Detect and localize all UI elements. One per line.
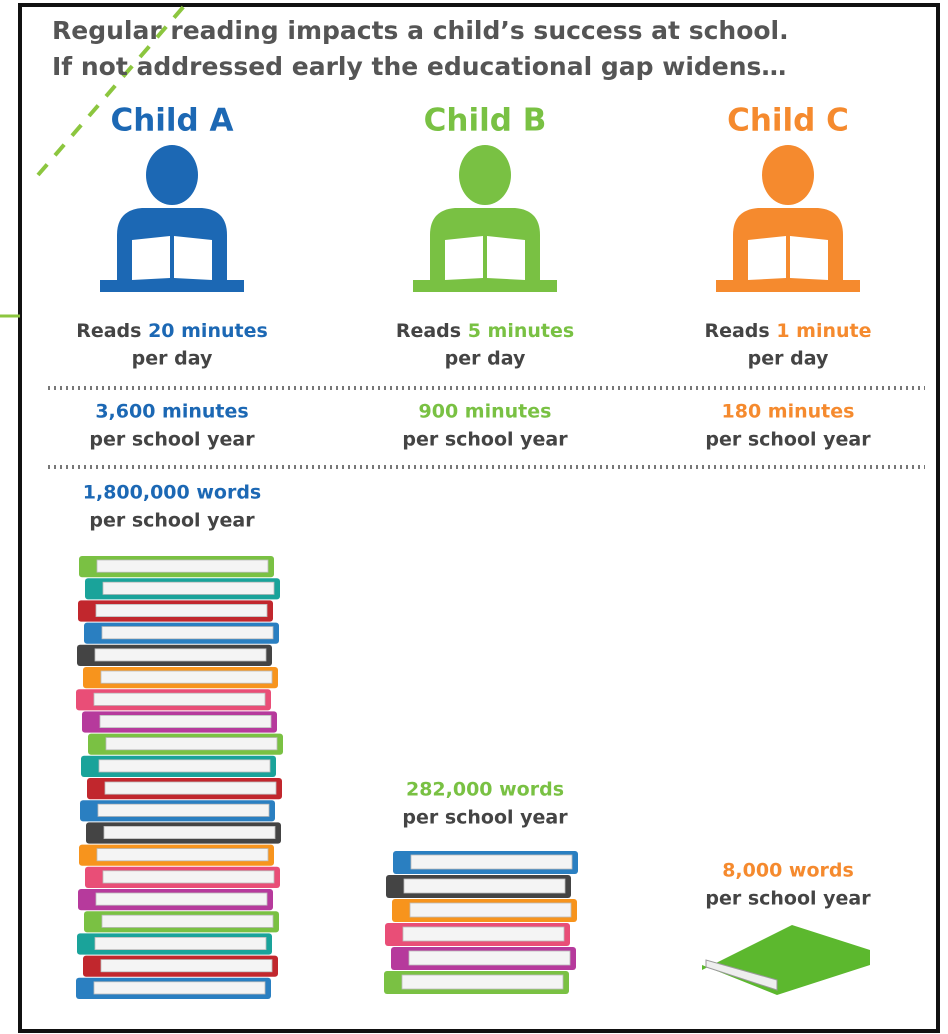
book bbox=[386, 875, 571, 898]
book-pages bbox=[103, 582, 274, 594]
book bbox=[391, 947, 576, 970]
book bbox=[77, 645, 272, 666]
icon-head bbox=[146, 145, 198, 205]
child-name: Child B bbox=[424, 103, 547, 139]
daily-reading: Reads 1 minute bbox=[704, 320, 871, 342]
year-minutes: 3,600 minutes bbox=[95, 401, 248, 423]
daily-reading: Reads 5 minutes bbox=[396, 320, 574, 342]
year-words: 1,800,000 words bbox=[83, 482, 261, 504]
book-pages bbox=[97, 560, 268, 572]
book bbox=[79, 556, 274, 577]
year-words: 282,000 words bbox=[406, 779, 564, 801]
book bbox=[88, 734, 283, 755]
book-pages bbox=[102, 915, 273, 927]
book bbox=[392, 899, 577, 922]
book bbox=[83, 667, 278, 688]
year-words-unit: per school year bbox=[402, 807, 568, 829]
daily-minutes: 1 minute bbox=[776, 320, 871, 342]
book-pages bbox=[106, 738, 277, 750]
book-pages bbox=[101, 671, 272, 683]
daily-unit: per day bbox=[445, 348, 526, 370]
book bbox=[76, 978, 271, 999]
infographic: Regular reading impacts a child’s succes… bbox=[0, 0, 948, 1034]
book bbox=[83, 956, 278, 977]
icon-head bbox=[459, 145, 511, 205]
book bbox=[86, 822, 281, 843]
year-words-unit: per school year bbox=[705, 888, 871, 910]
daily-minutes: 5 minutes bbox=[468, 320, 574, 342]
daily-reading: Reads 20 minutes bbox=[76, 320, 268, 342]
year-minutes: 900 minutes bbox=[419, 401, 552, 423]
book-pages bbox=[103, 871, 274, 883]
book bbox=[81, 756, 276, 777]
reads-label: Reads bbox=[704, 320, 769, 342]
book-pages bbox=[97, 849, 268, 861]
book bbox=[82, 711, 277, 732]
book-pages bbox=[105, 782, 276, 794]
title-line: If not addressed early the educational g… bbox=[52, 52, 786, 81]
child-name: Child C bbox=[727, 103, 849, 139]
book-pages bbox=[402, 975, 563, 989]
book-pages bbox=[96, 604, 267, 616]
book bbox=[79, 845, 274, 866]
book-pages bbox=[410, 903, 571, 917]
book-pages bbox=[99, 760, 270, 772]
year-words-unit: per school year bbox=[89, 510, 255, 532]
book-pages bbox=[403, 927, 564, 941]
book bbox=[84, 623, 279, 644]
daily-unit: per day bbox=[748, 348, 829, 370]
book-pages bbox=[98, 804, 269, 816]
book bbox=[76, 689, 271, 710]
book-pages bbox=[101, 960, 272, 972]
icon-desk bbox=[413, 280, 557, 292]
book bbox=[85, 867, 280, 888]
book bbox=[78, 889, 273, 910]
book bbox=[80, 800, 275, 821]
title-line: Regular reading impacts a child’s succes… bbox=[52, 16, 789, 45]
book-pages bbox=[94, 693, 265, 705]
icon-head bbox=[762, 145, 814, 205]
book bbox=[393, 851, 578, 874]
reads-label: Reads bbox=[396, 320, 461, 342]
book-pages bbox=[95, 937, 266, 949]
book-pages bbox=[404, 879, 565, 893]
icon-desk bbox=[716, 280, 860, 292]
book bbox=[84, 911, 279, 932]
child-name: Child A bbox=[110, 103, 233, 139]
book-pages bbox=[102, 627, 273, 639]
book-pages bbox=[409, 951, 570, 965]
book-pages bbox=[411, 855, 572, 869]
daily-unit: per day bbox=[132, 348, 213, 370]
year-words: 8,000 words bbox=[722, 860, 854, 882]
year-minutes-unit: per school year bbox=[402, 429, 568, 451]
book-pages bbox=[100, 715, 271, 727]
year-minutes-unit: per school year bbox=[89, 429, 255, 451]
book bbox=[384, 971, 569, 994]
book bbox=[78, 600, 273, 621]
icon-desk bbox=[100, 280, 244, 292]
book bbox=[77, 933, 272, 954]
book-pages bbox=[96, 893, 267, 905]
book-pages bbox=[95, 649, 266, 661]
book-pages bbox=[104, 826, 275, 838]
book bbox=[85, 578, 280, 599]
book-pages bbox=[94, 982, 265, 994]
daily-minutes: 20 minutes bbox=[148, 320, 268, 342]
reads-label: Reads bbox=[76, 320, 141, 342]
book bbox=[385, 923, 570, 946]
year-minutes-unit: per school year bbox=[705, 429, 871, 451]
year-minutes: 180 minutes bbox=[722, 401, 855, 423]
book bbox=[87, 778, 282, 799]
